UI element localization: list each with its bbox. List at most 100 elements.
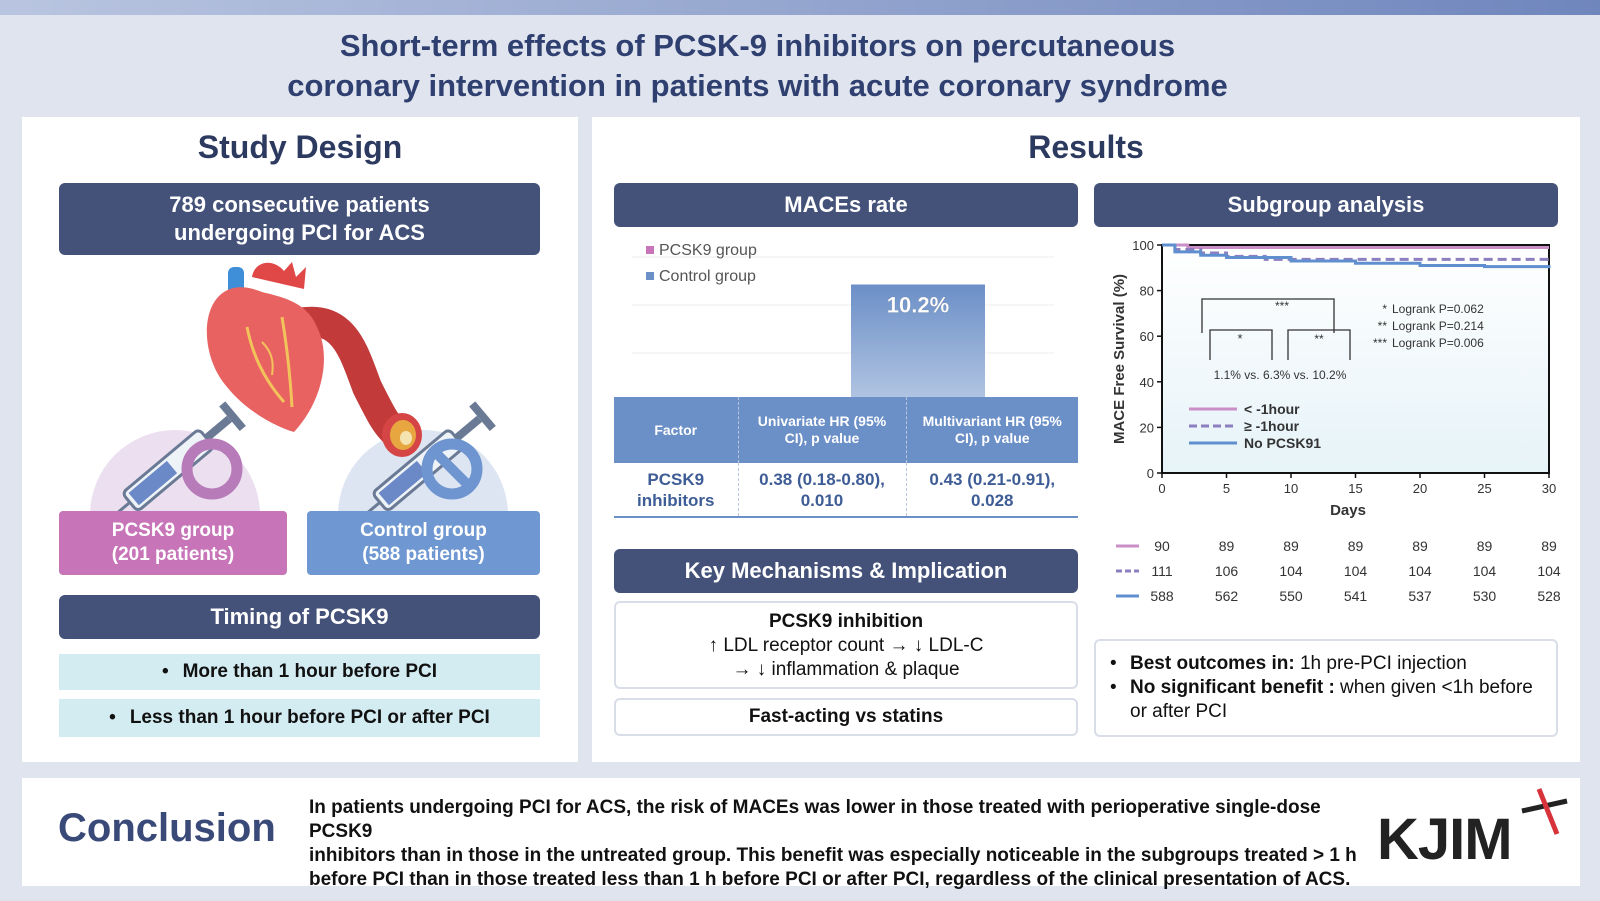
logrank-2-mark: ** — [1378, 319, 1388, 333]
title-line-1: Short-term effects of PCSK-9 inhibitors … — [339, 28, 1176, 63]
bracket-all-label: *** — [1275, 299, 1289, 313]
hr-header-factor: Factor — [614, 397, 739, 463]
legend-swatch-pcsk9 — [646, 246, 654, 254]
km-at-risk-value: 111 — [1151, 563, 1172, 579]
km-legend-label-2: ≥ -1hour — [1244, 418, 1300, 434]
no-sign-icon — [421, 438, 483, 500]
km-at-risk-value: 550 — [1279, 588, 1303, 604]
km-y-axis-label: MACE Free Survival (%) — [1111, 274, 1128, 444]
conclusion-panel: Conclusion In patients undergoing PCI fo… — [22, 778, 1580, 890]
km-x-tick-label: 5 — [1223, 481, 1230, 496]
fast-acting-text: Fast-acting vs statins — [748, 706, 944, 727]
hr-table: Factor Univariate HR (95% CI), p value M… — [614, 397, 1078, 518]
km-chart: 0 20 40 60 80 100 0 5 10 15 20 25 30 MACE Free Survi… — [1111, 238, 1561, 604]
km-at-risk-value: 104 — [1279, 563, 1303, 579]
km-y-tick-label: 40 — [1140, 375, 1154, 390]
km-at-risk-value: 588 — [1150, 588, 1174, 604]
km-y-tick-label: 100 — [1132, 238, 1154, 253]
pcsk9-group-line-1: PCSK9 group — [111, 520, 235, 541]
subgroup-summary-item-2: • No significant benefit : when given <1… — [1110, 676, 1536, 724]
km-at-risk-value: 104 — [1408, 563, 1432, 579]
conclusion-line-2: inhibitors than in those in the untreate… — [309, 845, 1357, 866]
study-design-panel: Study Design 789 consecutive patients un… — [22, 117, 578, 762]
km-at-risk-value: 530 — [1473, 588, 1497, 604]
km-plot-area — [1161, 244, 1550, 474]
control-group-label: Control group (588 patients) — [307, 511, 540, 575]
patients-line-2: undergoing PCI for ACS — [174, 220, 425, 245]
mechanism-line-2: → ↓ inflammation & plaque — [732, 659, 960, 680]
hr-header-univariate: Univariate HR (95% CI), p value — [738, 397, 907, 463]
bullet-icon: • — [161, 661, 169, 682]
kjim-logo-star-icon — [1521, 788, 1568, 835]
patients-box: 789 consecutive patients undergoing PCI … — [59, 183, 540, 255]
mechanism-box: PCSK9 inhibition ↑ LDL receptor count → … — [614, 601, 1078, 689]
fast-acting-box: Fast-acting vs statins — [614, 698, 1078, 736]
subgroup-best-label: Best outcomes in: — [1130, 653, 1295, 674]
subgroup-summary-item-1: • Best outcomes in: 1h pre-PCI injection — [1110, 652, 1536, 676]
pcsk9-group-line-2: (201 patients) — [111, 544, 235, 565]
legend-swatch-control — [646, 272, 654, 280]
timing-heading: Timing of PCSK9 — [59, 595, 540, 639]
km-at-risk-value: 562 — [1215, 588, 1239, 604]
results-panel: Results MACEs rate PCSK9 group Control g… — [592, 117, 1580, 762]
km-x-tick-label: 25 — [1477, 481, 1491, 496]
hr-cell-multivariate: 0.43 (0.21-0.91), 0.028 — [906, 463, 1078, 517]
km-line-3 — [1162, 243, 1551, 269]
km-x-tick-label: 15 — [1348, 481, 1362, 496]
mechanism-line-1: ↑ LDL receptor count → ↓ LDL-C — [708, 635, 984, 656]
km-at-risk-value: 89 — [1541, 538, 1557, 554]
timing-item-2-text: Less than 1 hour before PCI or after PCI — [129, 707, 490, 728]
hr-header-multivariate: Multivariant HR (95% CI), p value — [906, 397, 1078, 463]
km-x-tick-label: 0 — [1158, 481, 1165, 496]
km-y-tick-label: 0 — [1147, 466, 1154, 481]
km-at-risk-value: 104 — [1537, 563, 1561, 579]
timing-item-2: • Less than 1 hour before PCI or after PC… — [59, 699, 540, 737]
km-at-risk-value: 528 — [1537, 588, 1561, 604]
km-at-risk-value: 104 — [1344, 563, 1368, 579]
km-at-risk-value: 89 — [1219, 538, 1235, 554]
km-at-risk-value: 541 — [1344, 588, 1368, 604]
km-x-tick-label: 10 — [1284, 481, 1298, 496]
heart-icon — [206, 262, 324, 432]
maces-heading: MACEs rate — [614, 183, 1078, 227]
km-legend-label-1: < -1hour — [1244, 401, 1300, 417]
patients-line-1: 789 consecutive patients — [169, 192, 430, 217]
km-rates-annotation: 1.1% vs. 6.3% vs. 10.2% — [1214, 368, 1347, 382]
kjim-logo: KJIM — [1377, 786, 1577, 881]
logrank-2: Logrank P=0.214 — [1392, 319, 1484, 333]
km-y-tick-label: 60 — [1140, 329, 1154, 344]
conclusion-line-3: before PCI than in those treated less th… — [309, 869, 1351, 890]
top-accent-bar — [0, 0, 1600, 15]
km-x-tick-label: 30 — [1542, 481, 1556, 496]
timing-item-1-text: More than 1 hour before PCI — [182, 661, 438, 682]
hr-cell-factor: PCSK9 inhibitors — [614, 463, 739, 517]
timing-item-1: • More than 1 hour before PCI — [59, 654, 540, 690]
conclusion-line-1: In patients undergoing PCI for ACS, the … — [309, 797, 1321, 842]
results-heading: Results — [1028, 129, 1144, 165]
control-group-line-2: (588 patients) — [362, 544, 485, 565]
km-legend-label-3: No PCSK91 — [1244, 435, 1321, 451]
artery-icon — [269, 306, 422, 457]
km-at-risk-value: 537 — [1408, 588, 1432, 604]
mechanisms-heading: Key Mechanisms & Implication — [614, 549, 1078, 593]
km-at-risk-value: 106 — [1215, 563, 1239, 579]
conclusion-text: In patients undergoing PCI for ACS, the … — [309, 796, 1389, 892]
subgroup-summary-box: • Best outcomes in: 1h pre-PCI injection… — [1094, 639, 1558, 737]
conclusion-heading: Conclusion — [58, 806, 276, 850]
km-at-risk-value: 104 — [1473, 563, 1497, 579]
km-at-risk-value: 89 — [1412, 538, 1428, 554]
bullet-icon: • — [1110, 677, 1117, 698]
km-y-tick-label: 20 — [1140, 420, 1154, 435]
hr-table-header-row: Factor Univariate HR (95% CI), p value M… — [614, 397, 1078, 463]
logrank-1: Logrank P=0.062 — [1392, 302, 1484, 316]
km-brackets — [1201, 298, 1351, 360]
km-at-risk-value: 89 — [1477, 538, 1493, 554]
pcsk9-ring-icon — [181, 438, 243, 500]
logrank-3: Logrank P=0.006 — [1392, 336, 1484, 350]
maces-value-label-control: 10.2% — [887, 293, 949, 318]
km-x-tick-label: 20 — [1413, 481, 1427, 496]
legend-pcsk9: PCSK9 group — [659, 242, 757, 259]
study-design-heading: Study Design — [197, 129, 403, 165]
legend-control: Control group — [659, 268, 756, 285]
kjim-logo-text: KJIM — [1377, 807, 1513, 872]
